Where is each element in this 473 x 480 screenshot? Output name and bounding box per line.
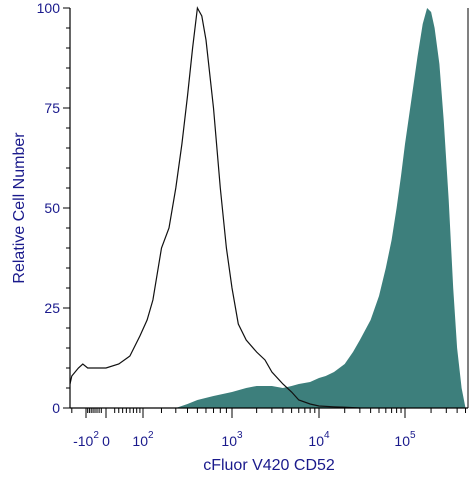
y-tick-label: 0 — [52, 400, 60, 416]
y-tick-label: 100 — [37, 0, 61, 16]
x-tick-label: 105 — [394, 430, 416, 449]
x-tick-label: 0 — [102, 433, 110, 449]
x-tick-label: 102 — [132, 430, 154, 449]
ticks-layer — [63, 7, 467, 418]
series-control-line — [69, 6, 360, 409]
y-tick-label: 75 — [44, 100, 60, 116]
y-tick-label: 50 — [44, 200, 60, 216]
x-axis-title: cFluor V420 CD52 — [203, 457, 335, 474]
x-tick-label: -102 — [73, 430, 99, 449]
y-axis-title: Relative Cell Number — [11, 132, 28, 284]
series-layer — [69, 6, 466, 409]
y-tick-label: 25 — [44, 300, 60, 316]
x-tick-label: 103 — [221, 430, 243, 449]
x-tick-label: 104 — [308, 430, 330, 449]
series-stained-area — [175, 8, 466, 408]
